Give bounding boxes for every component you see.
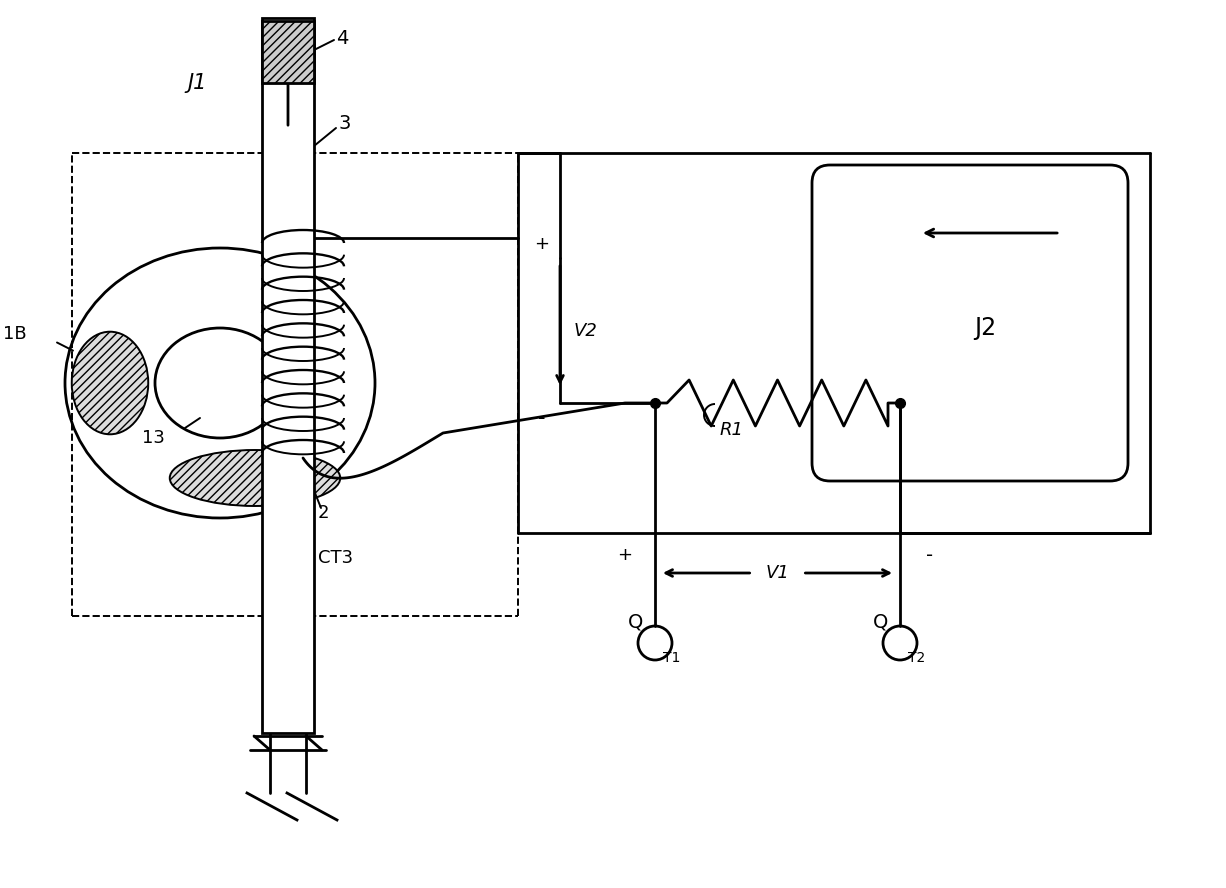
Text: R1: R1 — [720, 421, 744, 439]
FancyBboxPatch shape — [812, 165, 1128, 481]
Ellipse shape — [65, 248, 375, 518]
Text: +: + — [535, 235, 549, 253]
Text: V2: V2 — [574, 321, 598, 339]
Text: 1B: 1B — [4, 325, 27, 344]
Text: Q: Q — [628, 612, 642, 631]
Ellipse shape — [72, 332, 148, 434]
Bar — [262, 18, 314, 733]
Text: 13: 13 — [142, 429, 166, 447]
Text: 4: 4 — [336, 28, 348, 47]
Text: CT3: CT3 — [318, 549, 353, 567]
Text: 2: 2 — [318, 504, 330, 522]
Text: -: - — [927, 545, 933, 565]
Text: T2: T2 — [908, 651, 926, 665]
Text: T1: T1 — [663, 651, 680, 665]
Text: J2: J2 — [973, 316, 996, 340]
Text: -: - — [538, 408, 546, 428]
Text: +: + — [618, 546, 633, 564]
Ellipse shape — [169, 450, 341, 506]
Bar — [262, 21, 314, 83]
Text: J1: J1 — [188, 73, 207, 93]
Text: V1: V1 — [765, 564, 790, 582]
Text: 3: 3 — [340, 114, 352, 132]
Ellipse shape — [154, 328, 284, 438]
Text: Q: Q — [873, 612, 888, 631]
